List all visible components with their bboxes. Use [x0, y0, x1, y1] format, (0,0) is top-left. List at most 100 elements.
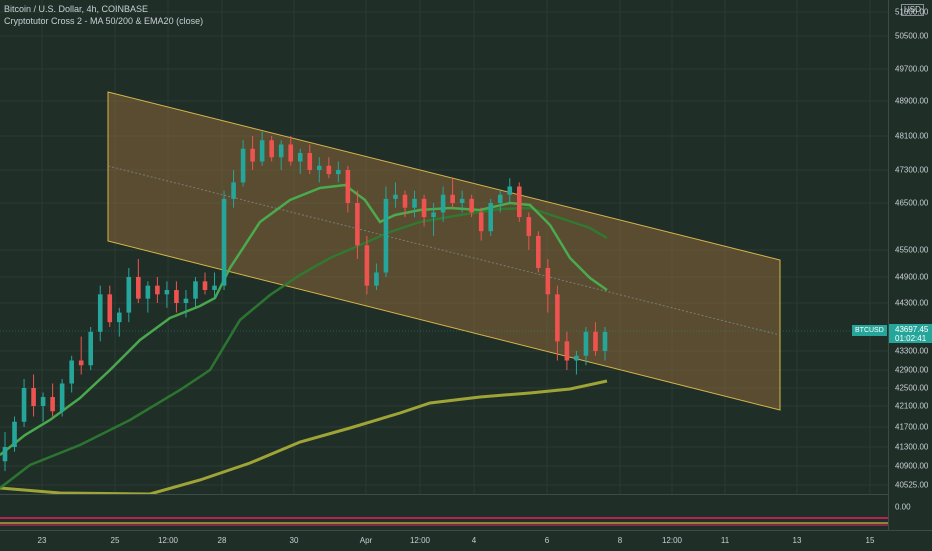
price-tick-label: 49700.00 [895, 64, 929, 74]
candle-body [326, 165, 332, 175]
candle-body [269, 140, 274, 158]
price-axis[interactable]: USD 51000.00 50500.00 49700.00 48900.00 4810… [888, 0, 932, 530]
price-tick-label: 48100.00 [895, 131, 929, 141]
candle-body [155, 285, 160, 295]
time-tick-label: 15 [865, 536, 875, 545]
candle-body [488, 203, 494, 232]
price-tick-label: 40525.00 [895, 480, 929, 490]
candle-body [31, 388, 36, 406]
ma200-line [0, 379, 608, 494]
candle-body [383, 198, 389, 273]
candle-body [421, 198, 427, 218]
candle-body [497, 194, 503, 203]
candle-body [183, 298, 189, 303]
time-tick-label: 12:00 [661, 536, 683, 545]
time-tick-label: Apr [359, 536, 373, 545]
candle-body [221, 198, 227, 286]
candle-body [393, 194, 398, 199]
candle-body [250, 148, 255, 162]
price-tick-label: 48900.00 [895, 96, 929, 106]
candle-body [297, 153, 303, 162]
current-price-tag: 43697.45 01:02:41 [889, 324, 932, 343]
price-tick-label: 42500.00 [895, 383, 929, 393]
time-tick-label: 30 [289, 536, 299, 545]
candle-body [116, 312, 122, 323]
time-tick-label: 12:00 [157, 536, 179, 545]
candle-body [564, 341, 570, 361]
price-tick-label: 45500.00 [895, 245, 929, 255]
candle-body [126, 277, 132, 313]
time-tick-label: 28 [217, 536, 227, 545]
candle-body [212, 285, 217, 290]
bar-countdown: 01:02:41 [895, 334, 927, 343]
candle-body [174, 290, 179, 303]
candle-body [431, 212, 436, 218]
candle-body [602, 331, 608, 351]
time-tick-label: 8 [617, 536, 623, 545]
price-tick-label: 43300.00 [895, 346, 929, 356]
candle-body [545, 268, 551, 295]
candle-body [459, 198, 465, 203]
price-tick-label: 42100.00 [895, 401, 929, 411]
price-tick-label: 40900.00 [895, 461, 929, 471]
candle-body [240, 148, 246, 183]
candle-body [478, 212, 484, 232]
price-tick-label: 47300.00 [895, 165, 929, 175]
candle-body [12, 421, 17, 447]
legend-indicator[interactable]: Cryptotutor Cross 2 - MA 50/200 & EMA20 … [4, 16, 204, 26]
oscillator-zero-label: 0.00 [895, 502, 911, 512]
price-tick-label: 41300.00 [895, 442, 929, 452]
candle-body [307, 153, 313, 170]
candle-body [136, 277, 141, 299]
price-chart[interactable]: Bitcoin / U.S. Dollar, 4h, COINBASE Cryp… [0, 0, 888, 494]
candle-body [21, 388, 27, 422]
time-tick-label: 12:00 [409, 536, 431, 545]
time-tick-label: 11 [720, 536, 730, 545]
candle-body [374, 272, 379, 286]
candle-body [231, 182, 236, 199]
candle-body [78, 360, 84, 366]
candle-body [145, 285, 151, 299]
candle-body [555, 294, 560, 342]
oscillator-canvas [0, 517, 888, 526]
price-tick-label: 44300.00 [895, 298, 929, 308]
candle-body [507, 186, 513, 195]
grid-lines [0, 0, 888, 494]
price-tick-label: 42900.00 [895, 365, 929, 375]
chart-canvas[interactable] [0, 0, 888, 494]
time-axis[interactable]: 23 25 12:00 28 30 Apr 12:00 4 6 8 12:00 11 13 15 [0, 530, 932, 551]
candle-body [278, 144, 284, 158]
candle-body [336, 170, 341, 175]
oscillator-pane[interactable] [0, 494, 888, 531]
legend-title: Bitcoin / U.S. Dollar, 4h, COINBASE [4, 4, 149, 14]
candle-body [288, 144, 294, 162]
ma50-line [0, 206, 608, 489]
time-tick-label: 6 [544, 536, 550, 545]
candle-body [364, 245, 370, 286]
time-tick-label: 13 [792, 536, 802, 545]
candle-body [516, 186, 522, 218]
candle-body [536, 235, 541, 268]
candle-body [259, 140, 265, 162]
candle-body [59, 383, 65, 412]
time-tick-label: 4 [471, 536, 477, 545]
candlesticks [2, 131, 608, 472]
candle-body [402, 194, 408, 208]
candle-body [574, 355, 579, 361]
candle-body [164, 290, 170, 295]
candle-body [40, 397, 46, 406]
price-channel[interactable] [107, 91, 781, 411]
candle-body [450, 194, 455, 203]
time-tick-label: 23 [37, 536, 47, 545]
symbol-tag: BTCUSD [852, 325, 887, 336]
candle-body [469, 198, 474, 213]
time-tick-label: 25 [110, 536, 120, 545]
currency-badge[interactable]: USD [901, 4, 924, 16]
candle-body [593, 331, 598, 351]
candle-body [88, 331, 94, 366]
current-price-value: 43697.45 [895, 325, 929, 334]
candle-body [440, 194, 446, 213]
candle-body [355, 203, 360, 246]
price-tick-label: 46500.00 [895, 198, 929, 208]
candle-body [193, 281, 198, 299]
